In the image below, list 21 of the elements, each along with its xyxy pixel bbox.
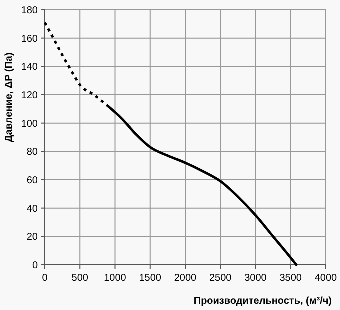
y-tick-label: 120 (21, 90, 38, 102)
y-tick-label: 80 (26, 147, 38, 158)
y-tick-label: 0 (32, 260, 38, 272)
y-tick-label: 20 (26, 232, 38, 244)
x-tick-label: 3000 (244, 273, 268, 284)
y-tick-label: 40 (26, 204, 38, 215)
x-tick-label: 2500 (210, 273, 232, 284)
y-tick-label: 100 (21, 118, 38, 130)
x-axis-title: Производительность, (м³/ч) (194, 296, 332, 307)
x-tick-label: 0 (42, 273, 48, 284)
y-tick-label: 160 (21, 34, 38, 45)
x-tick-label: 500 (72, 273, 89, 284)
y-axis-title: Давление, ΔP (Па) (4, 52, 15, 142)
y-tick-label: 180 (21, 6, 38, 16)
x-tick-label: 4000 (314, 273, 338, 284)
x-tick-label: 1000 (104, 273, 127, 284)
y-tick-label: 60 (26, 176, 38, 186)
x-tick-label: 2000 (174, 273, 198, 284)
x-tick-label: 1500 (139, 273, 162, 284)
x-tick-label: 3500 (280, 273, 302, 284)
y-tick-label: 140 (21, 62, 38, 74)
